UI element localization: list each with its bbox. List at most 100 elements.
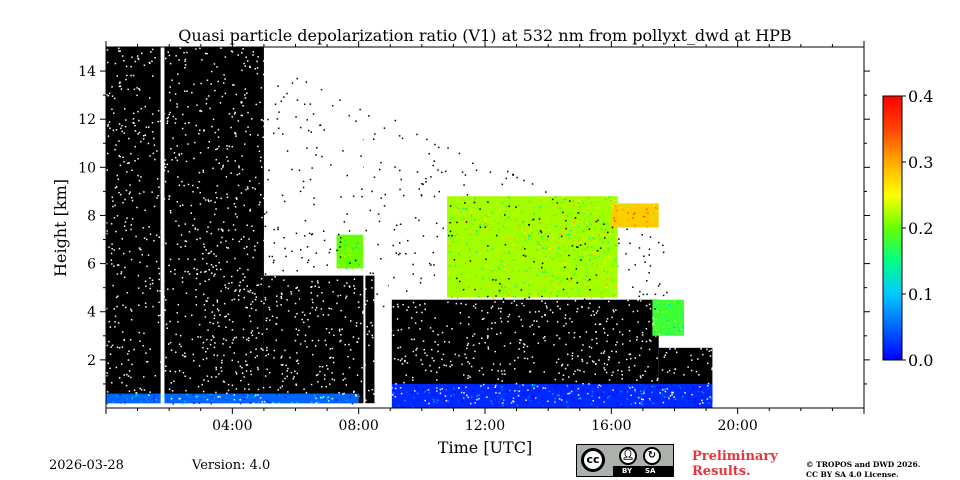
speckle-fringe	[551, 300, 554, 302]
speckle	[315, 306, 318, 309]
speckle	[436, 371, 438, 374]
speckle	[470, 238, 472, 240]
speckle	[472, 305, 475, 307]
speckle-fringe	[495, 234, 498, 237]
speckle	[231, 116, 233, 118]
speckle	[265, 354, 267, 357]
speckle	[293, 376, 295, 378]
speckle	[338, 264, 340, 266]
speckle	[468, 296, 471, 299]
speckle	[485, 265, 487, 267]
cc-license-badge[interactable]: cc 👤︎ ↻ BY SA	[576, 444, 674, 477]
speckle	[545, 258, 547, 260]
speckle	[199, 336, 202, 338]
speckle	[114, 62, 117, 65]
speckle	[626, 219, 629, 222]
speckle	[538, 226, 540, 228]
speckle	[132, 74, 135, 77]
speckle-fringe	[261, 192, 263, 194]
speckle	[582, 383, 584, 385]
speckle	[451, 328, 453, 330]
speckle	[449, 231, 452, 234]
speckle	[654, 386, 656, 388]
speckle	[180, 345, 182, 348]
speckle	[528, 284, 530, 286]
speckle	[498, 222, 500, 225]
speckle	[266, 317, 268, 319]
preliminary-line1: Preliminary	[692, 449, 778, 464]
speckle-fringe	[361, 302, 363, 304]
speckle	[568, 233, 570, 235]
speckle	[214, 89, 216, 92]
speckle	[135, 235, 137, 238]
speckle	[371, 279, 373, 281]
speckle	[616, 205, 619, 207]
speckle	[139, 261, 141, 264]
speckle	[530, 209, 532, 211]
speckle	[550, 226, 552, 228]
speckle	[204, 52, 207, 55]
speckle	[314, 285, 316, 287]
speckle	[567, 303, 569, 306]
speckle	[552, 252, 554, 254]
speckle	[468, 220, 470, 223]
speckle	[358, 264, 361, 266]
preliminary-note: Preliminary Results.	[692, 449, 778, 479]
speckle	[551, 275, 554, 277]
speckle	[431, 399, 433, 402]
speckle	[213, 253, 215, 255]
speckle	[280, 357, 282, 359]
speckle	[668, 327, 670, 330]
speckle	[310, 286, 312, 288]
speckle-fringe	[295, 232, 298, 235]
speckle	[336, 279, 339, 281]
speckle	[529, 230, 531, 232]
speckle	[552, 393, 554, 395]
speckle	[522, 221, 524, 223]
speckle	[538, 268, 540, 270]
speckle-fringe	[508, 278, 510, 280]
speckle	[185, 292, 188, 294]
speckle	[137, 133, 139, 135]
speckle	[455, 205, 458, 208]
speckle-fringe	[528, 223, 530, 226]
speckle	[557, 247, 560, 249]
speckle-fringe	[355, 120, 357, 122]
speckle	[255, 337, 258, 339]
speckle-fringe	[524, 305, 526, 308]
speckle	[517, 228, 520, 230]
speckle	[708, 389, 710, 391]
speckle	[532, 385, 534, 387]
speckle	[260, 87, 263, 89]
speckle	[606, 286, 608, 289]
speckle	[338, 392, 340, 394]
speckle	[230, 126, 232, 129]
speckle	[361, 367, 363, 369]
speckle	[577, 405, 579, 408]
speckle	[294, 339, 297, 342]
speckle	[612, 394, 615, 396]
speckle	[227, 287, 230, 290]
speckle	[167, 170, 169, 173]
speckle	[137, 57, 139, 60]
speckle	[601, 402, 604, 404]
speckle	[232, 108, 235, 110]
speckle	[485, 259, 487, 261]
speckle	[254, 245, 256, 247]
speckle	[510, 271, 512, 273]
speckle	[557, 393, 560, 395]
speckle	[497, 378, 499, 380]
speckle	[111, 95, 114, 97]
speckle	[140, 402, 142, 404]
speckle	[652, 317, 654, 320]
speckle	[280, 364, 283, 366]
speckle	[341, 328, 343, 330]
speckle	[207, 147, 209, 149]
speckle-fringe	[641, 234, 643, 236]
speckle-fringe	[323, 129, 325, 131]
speckle	[214, 273, 216, 275]
speckle	[544, 231, 546, 233]
speckle-fringe	[565, 219, 567, 222]
speckle	[466, 344, 469, 346]
speckle	[466, 347, 468, 350]
